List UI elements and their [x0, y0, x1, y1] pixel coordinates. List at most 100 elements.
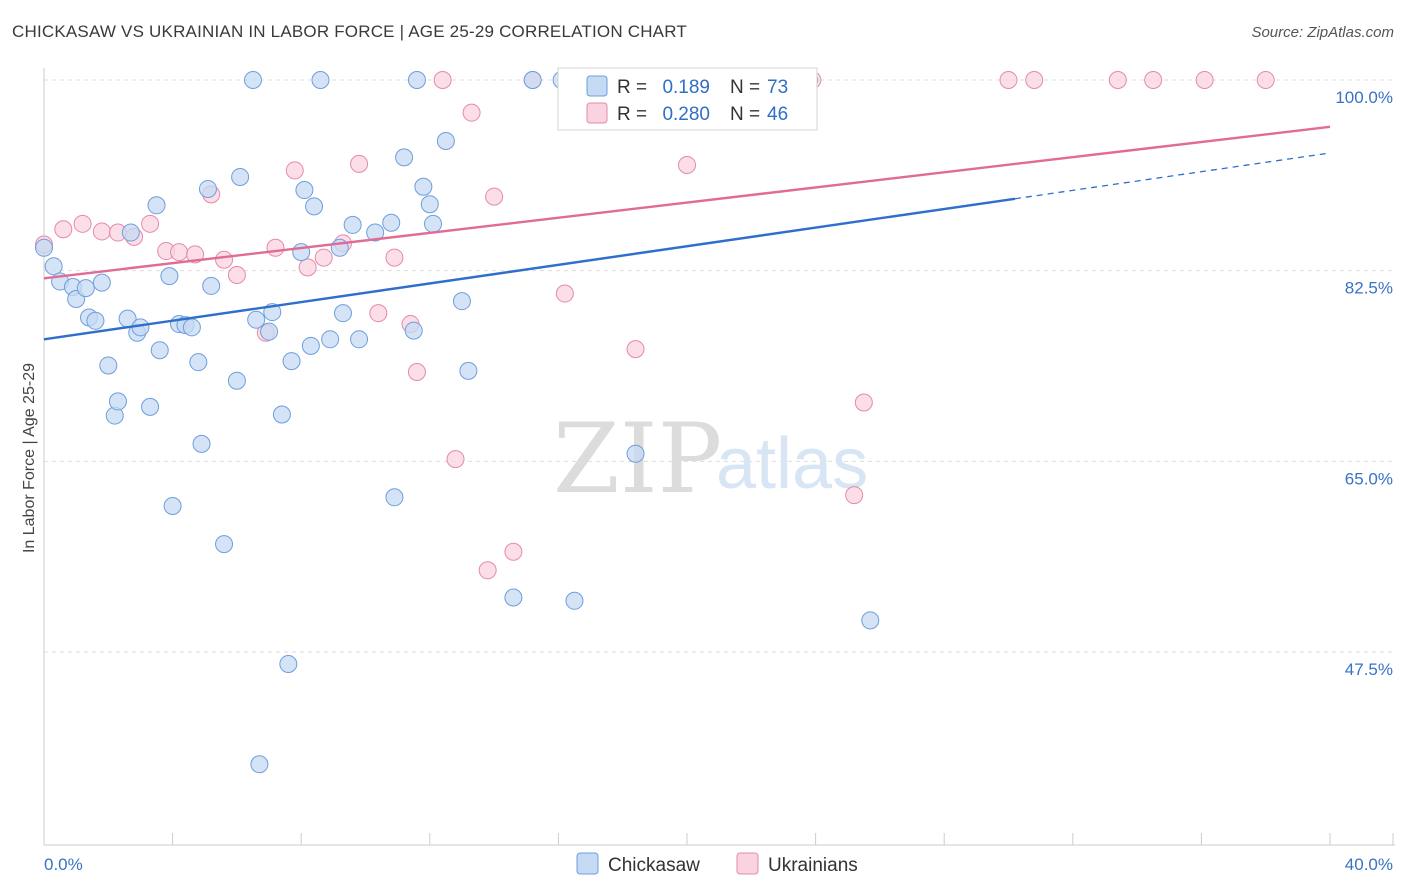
chickasaw-point	[92, 273, 111, 292]
ukrainians-point	[854, 393, 873, 412]
chart-title: CHICKASAW VS UKRAINIAN IN LABOR FORCE | …	[12, 22, 687, 41]
chickasaw-point	[160, 267, 179, 286]
legend-swatch-chickasaw	[586, 75, 608, 97]
ukrainians-point	[1195, 71, 1214, 89]
chickasaw-point	[295, 181, 314, 200]
ukrainians-point	[54, 220, 73, 239]
y-tick-labels: 47.5% 65.0% 82.5% 100.0%	[1335, 88, 1393, 679]
chickasaw-point	[459, 361, 478, 380]
chickasaw-point	[424, 214, 443, 233]
ukrainians-point	[485, 187, 504, 206]
chickasaw-point	[436, 132, 455, 151]
ukrainians-point	[407, 362, 426, 381]
chickasaw-point	[407, 71, 426, 89]
ukrainians-point	[1108, 71, 1127, 89]
chickasaw-point	[147, 196, 166, 215]
chickasaw-point	[141, 397, 160, 416]
chickasaw-point	[189, 353, 208, 372]
chickasaw-point	[321, 330, 340, 349]
ukrainians-point	[314, 248, 333, 267]
chickasaw-trend-extension	[1014, 152, 1331, 200]
chickasaw-point	[382, 213, 401, 232]
ukrainians-point	[186, 245, 205, 264]
chickasaw-point	[182, 318, 201, 337]
chickasaw-point	[231, 167, 250, 186]
legend-swatch-ukrainians	[586, 102, 608, 124]
chickasaw-point	[626, 444, 645, 463]
chickasaw-point	[272, 405, 291, 424]
chickasaw-point	[198, 179, 217, 198]
chickasaw-point	[215, 535, 234, 554]
ukrainians-point	[385, 248, 404, 267]
legend-r-value-2: 0.280	[662, 104, 710, 125]
ukrainians-point	[92, 222, 111, 241]
legend-box: R = 0.189 N = 73 R = 0.280 N = 46	[557, 67, 818, 131]
ukrainians-point	[227, 266, 246, 285]
chickasaw-point	[395, 148, 414, 167]
legend-r-label-1: R =	[617, 77, 647, 98]
chickasaw-point	[861, 611, 880, 630]
bottom-legend-swatch-ukrainians	[736, 852, 759, 875]
legend-r-label-2: R =	[617, 104, 647, 125]
watermark: ZIP atlas	[553, 403, 868, 515]
chickasaw-point	[260, 322, 279, 341]
ukrainians-point	[298, 258, 317, 277]
x-ticks	[43, 833, 1394, 845]
ukrainians-point	[446, 450, 465, 469]
legend-r-value-1: 0.189	[662, 77, 710, 98]
ukrainians-point	[478, 561, 497, 580]
chickasaw-point	[250, 755, 269, 774]
x-tick-label-min: 0.0%	[44, 855, 83, 874]
ukrainians-point	[1256, 71, 1275, 89]
ukrainians-point	[462, 103, 481, 122]
chickasaw-point	[350, 330, 369, 349]
chickasaw-point	[243, 71, 262, 89]
bottom-legend-label-ukrainians: Ukrainians	[768, 855, 858, 876]
chickasaw-point	[414, 177, 433, 196]
chickasaw-point	[504, 588, 523, 607]
ukrainians-point	[141, 214, 160, 233]
watermark-atlas: atlas	[716, 424, 868, 504]
chickasaw-point	[301, 336, 320, 355]
ukrainians-point	[170, 243, 189, 262]
legend-n-value-2: 46	[767, 104, 788, 125]
bottom-legend-swatch-chickasaw	[576, 852, 599, 875]
chickasaw-point	[202, 276, 221, 295]
chickasaw-point	[385, 488, 404, 507]
chickasaw-point	[163, 497, 182, 516]
chickasaw-point	[311, 71, 330, 89]
bottom-legend: Chickasaw Ukrainians	[576, 852, 858, 876]
ukrainians-point	[369, 304, 388, 323]
ukrainians-point	[285, 161, 304, 180]
ukrainians-point	[1144, 71, 1163, 89]
ukrainians-point	[433, 71, 452, 89]
chickasaw-point	[420, 195, 439, 214]
ukrainians-point	[678, 155, 696, 174]
x-tick-label-max: 40.0%	[1345, 855, 1393, 874]
chickasaw-point	[227, 371, 246, 390]
ukrainians-trend-line	[43, 125, 1331, 280]
ukrainians-point	[266, 238, 285, 257]
chickasaw-point	[279, 654, 298, 673]
chickasaw-point	[192, 434, 211, 453]
trend-lines	[43, 125, 1331, 341]
ukrainians-point	[350, 154, 369, 173]
chickasaw-point	[76, 279, 95, 298]
y-tick-label: 65.0%	[1345, 469, 1393, 488]
ukrainians-point	[73, 214, 92, 233]
chickasaw-point	[150, 341, 169, 360]
ukrainians-point	[504, 542, 523, 561]
ukrainians-point	[1025, 71, 1044, 89]
chickasaw-trend-line	[43, 197, 1016, 341]
legend-n-label-2: N =	[730, 104, 760, 125]
chickasaw-points	[35, 71, 880, 774]
chickasaw-point	[343, 215, 362, 234]
chickasaw-point	[565, 591, 584, 610]
chickasaw-point	[282, 352, 301, 371]
ukrainians-point	[215, 250, 234, 269]
chickasaw-point	[35, 238, 53, 257]
y-tick-label: 100.0%	[1335, 88, 1393, 107]
y-tick-label: 47.5%	[1345, 660, 1393, 679]
chickasaw-point	[121, 223, 140, 242]
